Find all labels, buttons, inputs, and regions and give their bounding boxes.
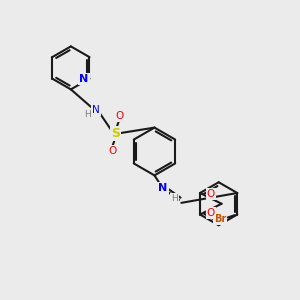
Text: H: H (84, 110, 91, 119)
Text: O: O (207, 208, 215, 218)
Text: Br: Br (214, 214, 226, 224)
Text: N: N (158, 183, 167, 193)
Text: S: S (111, 127, 120, 140)
Text: N: N (92, 105, 100, 115)
Text: H: H (171, 194, 178, 203)
Text: O: O (108, 146, 116, 156)
Text: O: O (115, 111, 123, 121)
Text: O: O (207, 189, 215, 199)
Text: N: N (80, 74, 89, 84)
